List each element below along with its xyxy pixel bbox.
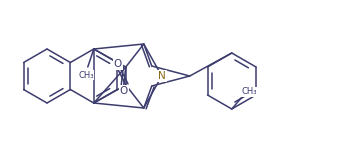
Text: O: O xyxy=(120,86,128,96)
Text: CH₃: CH₃ xyxy=(241,88,257,97)
Text: O: O xyxy=(114,59,122,69)
Text: N: N xyxy=(158,71,166,81)
Text: CH₃: CH₃ xyxy=(78,71,94,80)
